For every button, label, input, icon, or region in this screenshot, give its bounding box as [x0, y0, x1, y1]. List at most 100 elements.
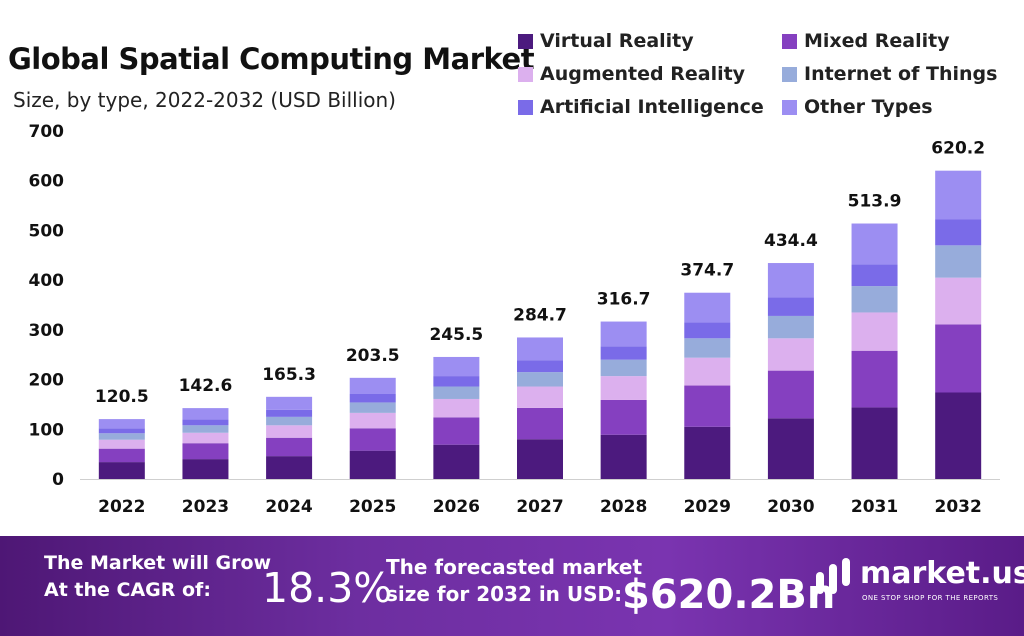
bar-total-label: 245.5	[429, 325, 483, 345]
cagr-value: 18.3%	[262, 564, 393, 612]
bar-segment-internet-of-things	[349, 402, 396, 413]
bar-segment-internet-of-things	[767, 315, 814, 339]
bar-segment-other-types	[935, 170, 982, 220]
bar-segment-other-types	[433, 356, 480, 377]
bar-total-label: 620.2	[931, 139, 985, 159]
bar-total-label: 203.5	[346, 346, 400, 366]
chart-title: Global Spatial Computing Market	[8, 42, 535, 76]
bar-segment-augmented-reality	[433, 398, 480, 418]
cagr-label-line2: At the CAGR of:	[44, 579, 211, 601]
y-tick-label: 100	[29, 420, 65, 440]
bar-total-label: 434.4	[764, 231, 818, 251]
x-tick-label: 2029	[684, 497, 731, 517]
legend-label: Other Types	[804, 96, 933, 118]
bar-segment-mixed-reality	[182, 443, 229, 460]
bar-segment-virtual-reality	[767, 418, 814, 479]
bar-segment-other-types	[851, 223, 898, 265]
bar-segment-virtual-reality	[851, 407, 898, 479]
y-tick-label: 0	[52, 470, 64, 490]
legend-swatch	[518, 99, 533, 115]
bar-segment-mixed-reality	[600, 399, 647, 435]
legend-item-mixed-reality: Mixed Reality	[782, 30, 950, 52]
bar-segment-augmented-reality	[935, 277, 982, 325]
bar-segment-mixed-reality	[517, 407, 563, 440]
bar-segment-internet-of-things	[600, 359, 647, 377]
market-us-logo: market.us ONE STOP SHOP FOR THE REPORTS	[812, 554, 1024, 614]
bar-segment-other-types	[349, 377, 396, 394]
bar-segment-artificial-intelligence	[266, 409, 313, 417]
bar-segment-artificial-intelligence	[349, 393, 396, 403]
x-tick-label: 2026	[433, 497, 480, 517]
y-tick-label: 400	[29, 271, 65, 291]
bar-segment-mixed-reality	[851, 350, 898, 408]
bar-segment-virtual-reality	[517, 439, 563, 479]
footer-banner: The Market will Grow At the CAGR of: 18.…	[0, 536, 1024, 636]
bar-segment-internet-of-things	[935, 245, 982, 278]
logo-bars-icon	[816, 558, 850, 594]
bar-segment-augmented-reality	[517, 386, 563, 408]
bar-total-label: 316.7	[597, 290, 651, 310]
y-tick-label: 600	[29, 172, 65, 192]
legend-swatch	[782, 33, 797, 49]
bar-segment-virtual-reality	[98, 462, 145, 479]
bar-segment-augmented-reality	[349, 412, 396, 429]
bar-chart: 0 100 200 300 400 500 600 700 120.5 2022 142.6 2023…	[29, 122, 1000, 517]
legend-swatch	[518, 66, 533, 82]
chart-subtitle: Size, by type, 2022-2032 (USD Billion)	[13, 88, 396, 112]
bar-segment-augmented-reality	[851, 312, 898, 351]
x-tick-label: 2032	[935, 497, 982, 517]
bar-segment-artificial-intelligence	[935, 219, 982, 246]
bar-segment-augmented-reality	[266, 425, 313, 438]
legend: Virtual Reality Mixed Reality Augmented …	[518, 30, 1018, 130]
bar-segment-mixed-reality	[349, 428, 396, 451]
bar-total-label: 142.6	[179, 376, 233, 396]
bar-segment-other-types	[600, 321, 647, 347]
legend-label: Artificial Intelligence	[540, 96, 764, 118]
bar-segment-other-types	[98, 419, 145, 429]
cagr-label-line1: The Market will Grow	[44, 552, 272, 574]
bar-segment-internet-of-things	[98, 433, 145, 440]
bar-segment-artificial-intelligence	[433, 376, 480, 387]
x-tick-label: 2023	[182, 497, 229, 517]
bar-segment-augmented-reality	[98, 439, 145, 449]
bar-segment-internet-of-things	[851, 286, 898, 313]
bar-segment-mixed-reality	[767, 370, 814, 419]
bar-segment-internet-of-things	[182, 425, 229, 433]
logo-tagline: ONE STOP SHOP FOR THE REPORTS	[862, 594, 999, 602]
y-tick-label: 200	[29, 371, 65, 391]
legend-label: Internet of Things	[804, 63, 998, 85]
bar-segment-augmented-reality	[182, 432, 229, 444]
bar-segment-virtual-reality	[684, 426, 731, 479]
bar-segment-other-types	[182, 408, 229, 420]
bar-segment-other-types	[684, 292, 731, 323]
bar-segment-internet-of-things	[266, 416, 313, 426]
cagr-label: The Market will Grow At the CAGR of:	[44, 550, 271, 604]
bar-segment-internet-of-things	[684, 338, 731, 358]
forecast-label: The forecasted market size for 2032 in U…	[386, 554, 642, 608]
legend-item-virtual-reality: Virtual Reality	[518, 30, 694, 52]
bar-segment-mixed-reality	[433, 417, 480, 445]
bar-segment-internet-of-things	[517, 372, 563, 387]
bar-segment-mixed-reality	[98, 448, 145, 463]
bar-segment-artificial-intelligence	[684, 322, 731, 339]
bar-segment-internet-of-things	[433, 386, 480, 399]
y-tick-label: 700	[29, 122, 65, 142]
legend-swatch	[782, 66, 797, 82]
bar-segment-artificial-intelligence	[767, 297, 814, 316]
bar-total-label: 513.9	[848, 192, 902, 212]
bar-total-label: 284.7	[513, 305, 567, 325]
bar-segment-augmented-reality	[600, 376, 647, 400]
bar-segment-virtual-reality	[935, 392, 982, 479]
x-tick-label: 2028	[600, 497, 647, 517]
bar-segment-mixed-reality	[266, 437, 313, 457]
bar-segment-other-types	[266, 396, 313, 410]
bar-total-label: 165.3	[262, 365, 316, 385]
bar-total-label: 374.7	[680, 261, 734, 281]
bar-segment-other-types	[767, 263, 814, 298]
legend-swatch	[782, 99, 797, 115]
legend-label: Augmented Reality	[540, 63, 746, 85]
x-tick-label: 2024	[265, 497, 312, 517]
legend-item-artificial-intelligence: Artificial Intelligence	[518, 96, 764, 118]
y-tick-label: 500	[29, 221, 65, 241]
logo-text: market.us	[860, 556, 1024, 591]
